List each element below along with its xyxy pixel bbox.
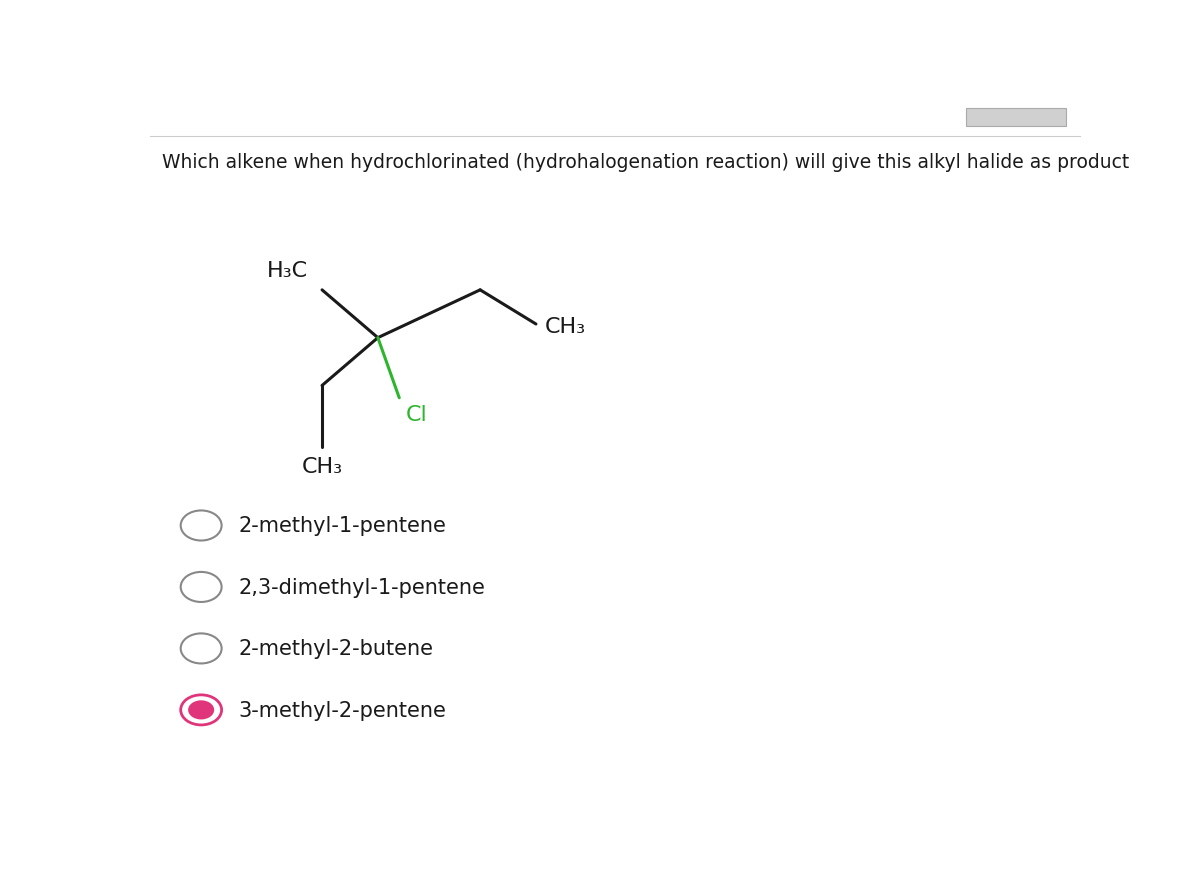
Text: 2-methyl-1-pentene: 2-methyl-1-pentene <box>239 516 446 536</box>
Text: H₃C: H₃C <box>266 260 308 280</box>
Circle shape <box>181 633 222 664</box>
Text: 3-methyl-2-pentene: 3-methyl-2-pentene <box>239 700 446 720</box>
Circle shape <box>181 696 222 725</box>
Text: Cl: Cl <box>406 404 427 424</box>
Text: 2,3-dimethyl-1-pentene: 2,3-dimethyl-1-pentene <box>239 578 485 597</box>
Circle shape <box>188 701 214 719</box>
Text: CH₃: CH₃ <box>301 456 343 477</box>
Bar <box>966 109 1066 127</box>
Text: 2-methyl-2-butene: 2-methyl-2-butene <box>239 639 433 658</box>
Text: CH₃: CH₃ <box>545 316 587 337</box>
Circle shape <box>181 511 222 540</box>
Circle shape <box>181 572 222 602</box>
Text: Which alkene when hydrochlorinated (hydrohalogenation reaction) will give this a: Which alkene when hydrochlorinated (hydr… <box>162 152 1129 172</box>
